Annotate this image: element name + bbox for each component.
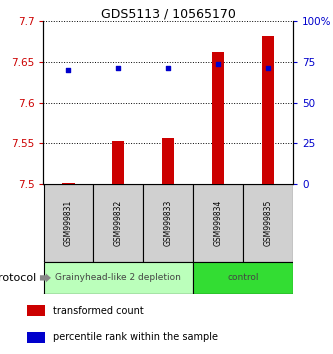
Text: GSM999831: GSM999831 xyxy=(64,200,73,246)
Bar xyxy=(243,184,293,262)
Point xyxy=(116,65,121,71)
Text: protocol: protocol xyxy=(0,273,37,283)
Bar xyxy=(212,52,224,184)
Point xyxy=(265,65,271,71)
Point xyxy=(166,65,171,71)
Title: GDS5113 / 10565170: GDS5113 / 10565170 xyxy=(101,7,236,20)
Text: control: control xyxy=(227,273,259,282)
Bar xyxy=(27,305,45,316)
Text: GSM999833: GSM999833 xyxy=(164,200,173,246)
Bar xyxy=(94,184,143,262)
Text: percentile rank within the sample: percentile rank within the sample xyxy=(53,332,218,342)
Point xyxy=(215,61,221,67)
Bar xyxy=(144,184,193,262)
Text: GSM999832: GSM999832 xyxy=(114,200,123,246)
Bar xyxy=(262,36,274,184)
Bar xyxy=(27,332,45,343)
Bar xyxy=(44,262,193,294)
Bar xyxy=(193,184,243,262)
Text: GSM999834: GSM999834 xyxy=(213,200,223,246)
Bar xyxy=(112,141,125,184)
Bar xyxy=(162,138,174,184)
Bar xyxy=(62,183,75,184)
Bar xyxy=(193,262,293,294)
Text: transformed count: transformed count xyxy=(53,306,144,316)
Bar xyxy=(44,184,93,262)
Point xyxy=(66,67,71,73)
Text: GSM999835: GSM999835 xyxy=(263,200,273,246)
Text: Grainyhead-like 2 depletion: Grainyhead-like 2 depletion xyxy=(55,273,181,282)
